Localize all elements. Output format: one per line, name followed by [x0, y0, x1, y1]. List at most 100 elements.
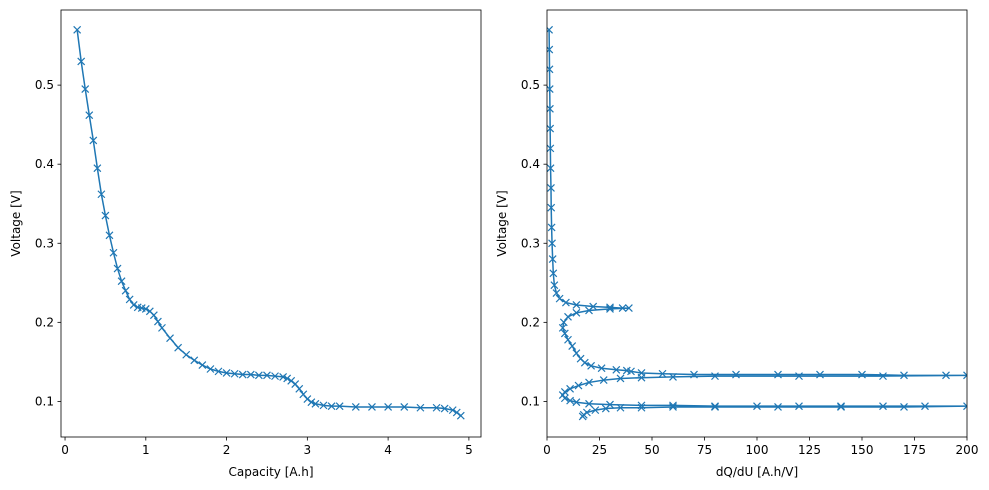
capacity-data-point	[198, 361, 207, 369]
capacity-data-point	[335, 402, 344, 411]
capacity-data-point	[129, 301, 138, 309]
dqdu-data-point	[547, 104, 554, 113]
dqdu-data-point	[774, 370, 782, 379]
capacity-data-point	[263, 371, 271, 380]
dqdu-y-tick-label: 0.1	[521, 394, 540, 408]
dqdu-x-tick-label: 25	[592, 443, 607, 457]
dqdu-data-point	[900, 403, 908, 411]
capacity-data-point	[182, 350, 191, 359]
capacity-x-tick-label: 5	[465, 443, 473, 457]
dqdu-data-point	[711, 372, 719, 381]
dqdu-data-point	[591, 406, 600, 415]
dqdu-y-ticks: 0.1 0.2 0.3 0.4 0.5	[521, 78, 547, 408]
dqdu-data-point	[547, 183, 555, 192]
dqdu-x-ticks: 0 25 50 75 100 125 150 175 200	[543, 437, 978, 457]
dqdu-y-tick-label: 0.4	[521, 157, 540, 171]
capacity-data-point	[153, 317, 162, 326]
dqdu-data-point	[879, 372, 887, 381]
dqdu-data-point	[572, 349, 581, 358]
dqdu-y-label: Voltage [V]	[495, 190, 509, 256]
capacity-y-ticks: 0.1 0.2 0.3 0.4 0.5	[35, 78, 61, 408]
dqdu-series	[547, 25, 967, 421]
capacity-data-point	[125, 295, 134, 304]
dqdu-data-point	[547, 45, 554, 54]
chart-capacity: 0 1 2 3 4 5 0.1 0.2 0.3 0.4 0.5 Capacity [A.h] Vo…	[9, 9, 482, 479]
dqdu-x-tick-label: 200	[956, 443, 979, 457]
capacity-data-point	[368, 403, 376, 411]
capacity-data-point	[327, 402, 336, 411]
capacity-data-point	[246, 370, 255, 379]
dqdu-data-point	[564, 312, 572, 321]
capacity-data-point	[85, 111, 94, 120]
dqdu-y-tick-label: 0.5	[521, 78, 540, 92]
dqdu-x-tick-label: 100	[746, 443, 769, 457]
dqdu-data-point	[669, 401, 677, 410]
dqdu-data-point	[942, 371, 950, 380]
capacity-x-tick-label: 2	[223, 443, 231, 457]
capacity-data-point	[113, 264, 122, 273]
capacity-data-point	[93, 164, 102, 173]
dqdu-data-point	[601, 404, 610, 413]
capacity-x-tick-label: 4	[384, 443, 392, 457]
capacity-data-point	[81, 85, 90, 93]
capacity-y-label: Voltage [V]	[9, 190, 23, 256]
capacity-data-point	[117, 277, 126, 286]
dqdu-data-point	[547, 144, 555, 153]
dqdu-data-point	[627, 367, 635, 376]
dqdu-data-point	[547, 124, 555, 133]
capacity-data-point	[279, 372, 288, 381]
dqdu-x-tick-label: 150	[851, 443, 874, 457]
dqdu-data-point	[547, 25, 554, 34]
dqdu-x-tick-label: 125	[798, 443, 821, 457]
dqdu-x-tick-label: 175	[903, 443, 926, 457]
dqdu-data-point	[732, 370, 740, 379]
capacity-data-point	[452, 408, 461, 417]
dqdu-data-point	[597, 364, 606, 373]
dqdu-data-point	[669, 403, 677, 411]
capacity-data-point	[190, 356, 199, 365]
dqdu-data-point	[963, 402, 967, 411]
capacity-data-point	[432, 403, 441, 412]
dqdu-data-point	[711, 403, 719, 411]
dqdu-data-point	[858, 370, 866, 379]
dqdu-data-point	[580, 358, 589, 367]
dqdu-data-point	[548, 255, 557, 264]
dqdu-data-point	[637, 403, 646, 412]
capacity-data-point	[400, 403, 409, 411]
dqdu-data-point	[560, 329, 569, 338]
capacity-data-point	[384, 403, 393, 411]
dqdu-x-label: dQ/dU [A.h/V]	[716, 465, 798, 479]
dqdu-y-tick-label: 0.2	[521, 315, 540, 329]
dqdu-data-point	[552, 289, 561, 298]
capacity-data-point	[311, 399, 320, 408]
dqdu-data-point	[753, 402, 761, 411]
dqdu-data-point	[618, 304, 627, 313]
capacity-data-point	[440, 404, 449, 413]
capacity-data-point	[238, 370, 247, 379]
capacity-plot-frame	[60, 9, 482, 438]
dqdu-data-point	[599, 376, 608, 384]
dqdu-plot-frame	[546, 9, 968, 438]
capacity-data-point	[158, 323, 166, 332]
dqdu-data-point	[550, 281, 559, 290]
capacity-x-tick-label: 0	[61, 443, 69, 457]
dqdu-data-point	[585, 399, 593, 408]
dqdu-data-point	[547, 164, 555, 173]
dqdu-data-point	[566, 384, 575, 393]
capacity-y-tick-label: 0.2	[35, 315, 54, 329]
capacity-data-point	[222, 369, 231, 377]
dqdu-data-point	[568, 342, 577, 350]
capacity-data-point	[287, 376, 296, 385]
capacity-data-point	[456, 411, 465, 420]
capacity-x-tick-label: 3	[304, 443, 312, 457]
capacity-data-point	[105, 231, 114, 240]
dqdu-data-point	[612, 365, 621, 374]
dqdu-data-point	[548, 239, 556, 248]
chart-dqdu: 0 25 50 75 100 125 150 175 200 0.1 0.2 0.3 0.4 0.5 d…	[495, 9, 978, 479]
dqdu-data-point	[578, 412, 587, 421]
dqdu-series-line	[548, 29, 967, 417]
capacity-data-point	[214, 367, 223, 376]
capacity-y-tick-label: 0.3	[35, 236, 54, 250]
dqdu-data-point	[574, 381, 583, 390]
